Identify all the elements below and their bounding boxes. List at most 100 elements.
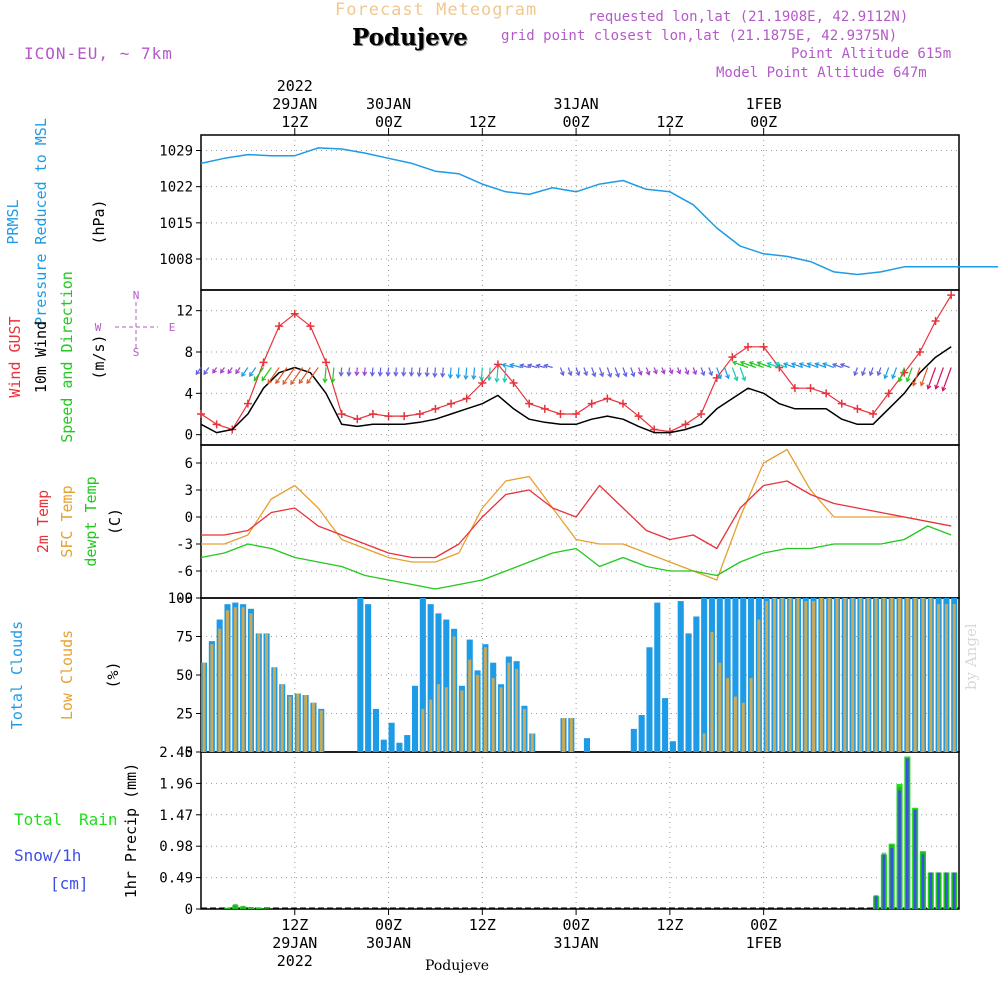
- x-label-top: 12Z: [469, 113, 496, 131]
- wind-arrow: [249, 367, 257, 377]
- x-label-bottom: 12Z: [469, 916, 496, 934]
- wind-arrow-head: [583, 371, 589, 377]
- snow-bar: [906, 758, 909, 909]
- wind-arrow: [598, 367, 604, 377]
- wind-arrow-head: [645, 370, 651, 376]
- wind-arrow: [520, 364, 530, 369]
- gust-marker: [337, 410, 346, 418]
- wind-arrow: [480, 367, 483, 381]
- total-cloud-bar: [724, 598, 731, 752]
- total-precip-bar: [248, 907, 254, 909]
- wind-arrow: [261, 367, 272, 381]
- wind-arrow-head: [876, 371, 882, 377]
- wind-arrow-head: [267, 379, 273, 385]
- low-cloud-bar: [804, 601, 808, 752]
- wind-arrow: [840, 363, 850, 369]
- x-label-top: 00Z: [563, 113, 590, 131]
- wind-arrow-head: [227, 369, 233, 375]
- gust-marker: [259, 358, 268, 367]
- low-cloud-bar: [929, 598, 933, 752]
- wind-arrow-head: [203, 370, 209, 376]
- low-cloud-bar: [898, 598, 902, 752]
- low-cloud-bar: [483, 647, 487, 752]
- wind-arrow-head: [212, 368, 217, 374]
- wind-arrow: [434, 367, 437, 377]
- wind-arrow-head: [432, 372, 438, 378]
- x-label-bottom: 30JAN: [366, 934, 411, 952]
- low-cloud-bar: [843, 598, 847, 752]
- total-cloud-bar: [380, 739, 387, 752]
- wind-arrow-head: [455, 374, 461, 380]
- panel-label-wind: 10m Wind: [32, 321, 50, 393]
- wind-arrow-head: [868, 371, 874, 377]
- wind-arrow-head: [338, 371, 344, 377]
- legend-rain: Rain: [79, 810, 118, 829]
- wind-arrow: [614, 367, 620, 378]
- wind-arrow-head: [919, 381, 925, 387]
- wind-arrow-head: [739, 360, 745, 366]
- panel-label-clouds: Total Clouds: [8, 621, 26, 729]
- panel-label-pressure: Pressure Reduced to MSL: [32, 118, 50, 326]
- snow-bar: [937, 872, 940, 909]
- pressure-line: [200, 147, 999, 276]
- legend-snow: Snow/1h: [14, 846, 82, 865]
- gust-marker: [915, 348, 924, 356]
- wind-arrow-head: [478, 376, 485, 382]
- low-cloud-bar: [780, 598, 784, 752]
- total-cloud-bar: [732, 598, 739, 752]
- wind-arrow: [606, 367, 612, 378]
- wind-arrow: [622, 367, 627, 377]
- gust-marker: [603, 394, 612, 403]
- gust-marker: [384, 412, 393, 421]
- low-cloud-bar: [257, 633, 261, 752]
- temp2m-line: [201, 480, 952, 559]
- y-tick-label: -9: [176, 591, 193, 607]
- wind-arrow-head: [424, 372, 430, 378]
- x-label-top: 31JAN: [554, 95, 599, 113]
- compass-n: N: [133, 289, 140, 302]
- low-cloud-bar: [733, 696, 737, 752]
- total-cloud-bar: [654, 602, 661, 752]
- y-tick-label: 1029: [159, 144, 193, 160]
- wind-speed-line: [200, 346, 952, 434]
- gridpoint-coords: grid point closest lon,lat (21.1875E, 42…: [501, 28, 898, 44]
- gust-marker: [697, 410, 706, 418]
- wind-arrow-head: [731, 360, 738, 366]
- snow-bar: [890, 848, 894, 909]
- wind-arrow-head: [676, 369, 682, 375]
- gust-marker: [493, 360, 502, 369]
- model-point-altitude: Model Point Altitude 647m: [716, 65, 927, 81]
- wind-arrow: [815, 363, 827, 369]
- gust-marker: [243, 399, 252, 408]
- panel-label-wind: Speed and Direction: [58, 271, 76, 443]
- wind-arrow-head: [306, 379, 312, 385]
- gust-marker: [322, 358, 331, 367]
- wind-arrow: [791, 363, 803, 369]
- gust-marker: [759, 342, 768, 351]
- low-cloud-bar: [851, 598, 855, 752]
- y-tick-label: 3: [185, 483, 193, 499]
- total-precip-bar: [225, 907, 230, 909]
- wind-arrow-head: [261, 376, 267, 382]
- gust-marker: [853, 404, 862, 413]
- y-tick-label: 1015: [159, 216, 193, 232]
- low-cloud-bar: [210, 644, 214, 752]
- model-label: ICON-EU, ~ 7km: [24, 44, 173, 63]
- total-cloud-bar: [677, 601, 684, 752]
- wind-arrow: [253, 367, 265, 381]
- low-cloud-bar: [562, 718, 565, 752]
- wind-arrow: [822, 363, 835, 369]
- gust-marker: [900, 368, 909, 377]
- wind-arrow: [807, 363, 819, 369]
- wind-arrow-head: [630, 372, 636, 378]
- wind-arrow-head: [282, 380, 288, 386]
- wind-arrow-head: [195, 370, 201, 376]
- total-cloud-bar: [638, 715, 645, 752]
- wind-arrow-head: [235, 369, 240, 375]
- wind-arrow: [441, 367, 444, 377]
- total-precip-bar: [233, 903, 238, 909]
- wind-arrow: [544, 364, 553, 369]
- footer-location: Podujeve: [425, 958, 490, 974]
- wind-arrow-head: [652, 369, 658, 375]
